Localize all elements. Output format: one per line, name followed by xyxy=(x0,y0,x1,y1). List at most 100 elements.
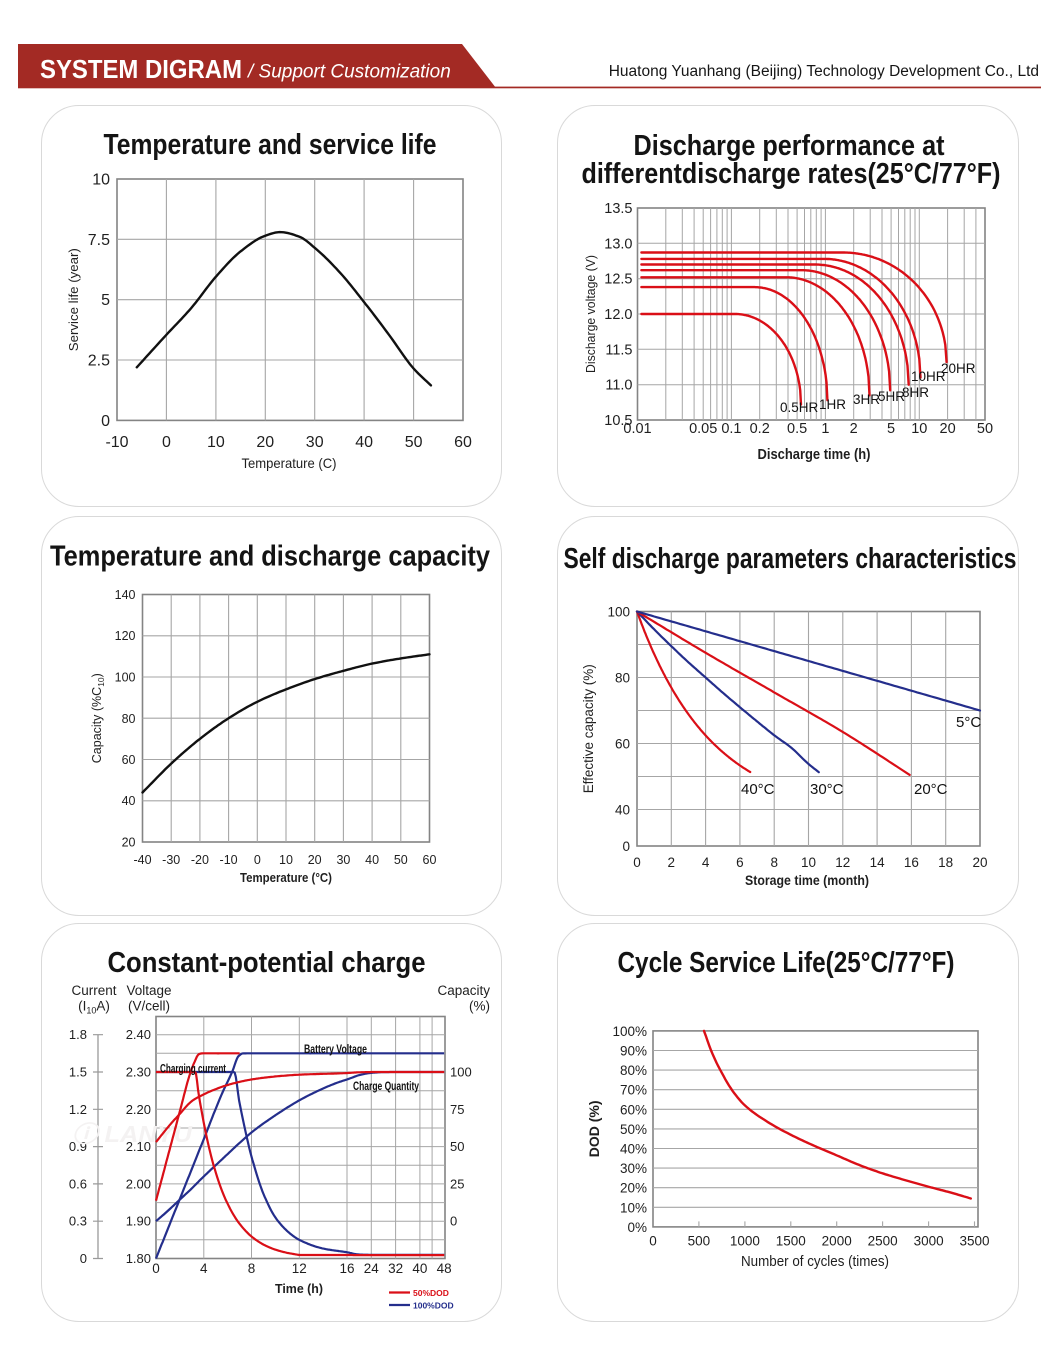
svg-text:10%: 10% xyxy=(620,1200,647,1215)
svg-text:500: 500 xyxy=(688,1234,711,1249)
svg-text:100%: 100% xyxy=(612,1024,647,1039)
svg-text:2: 2 xyxy=(850,421,858,437)
svg-text:50%DOD: 50%DOD xyxy=(413,1288,449,1298)
svg-text:Effective capacity (%): Effective capacity (%) xyxy=(581,664,596,793)
svg-text:2.30: 2.30 xyxy=(126,1065,151,1080)
svg-text:60: 60 xyxy=(454,434,472,451)
svg-text:12.0: 12.0 xyxy=(604,307,632,323)
svg-text:2.5: 2.5 xyxy=(88,353,110,370)
svg-text:3000: 3000 xyxy=(914,1234,944,1249)
svg-text:DOD (%): DOD (%) xyxy=(586,1101,602,1158)
svg-text:0: 0 xyxy=(152,1261,160,1276)
svg-text:1HR: 1HR xyxy=(819,397,846,412)
svg-text:0.3: 0.3 xyxy=(69,1214,87,1229)
svg-text:0: 0 xyxy=(450,1214,457,1229)
svg-text:7.5: 7.5 xyxy=(88,232,110,249)
svg-text:13.0: 13.0 xyxy=(604,236,632,252)
svg-text:-30: -30 xyxy=(162,853,180,867)
svg-text:Discharge time (h): Discharge time (h) xyxy=(758,447,871,463)
svg-text:75: 75 xyxy=(450,1102,464,1117)
svg-text:60: 60 xyxy=(122,753,136,767)
svg-text:1500: 1500 xyxy=(776,1234,806,1249)
svg-text:40°C: 40°C xyxy=(741,781,775,798)
svg-text:0.6: 0.6 xyxy=(69,1176,87,1191)
svg-text:Capacity (%C10): Capacity (%C10) xyxy=(90,673,106,763)
svg-text:0%: 0% xyxy=(627,1220,647,1235)
svg-text:1.90: 1.90 xyxy=(126,1214,151,1229)
svg-text:30: 30 xyxy=(336,853,350,867)
svg-text:50%: 50% xyxy=(620,1122,647,1137)
svg-text:0: 0 xyxy=(622,839,630,854)
svg-text:0: 0 xyxy=(254,853,261,867)
svg-text:Capacity: Capacity xyxy=(437,983,490,998)
svg-text:70%: 70% xyxy=(620,1083,647,1098)
svg-text:Charging current: Charging current xyxy=(160,1062,226,1076)
svg-text:0.05: 0.05 xyxy=(689,421,717,437)
svg-text:2000: 2000 xyxy=(822,1234,852,1249)
svg-text:100%DOD: 100%DOD xyxy=(413,1301,454,1311)
svg-text:80: 80 xyxy=(615,671,630,686)
svg-text:SYSTEM DIGRAM: SYSTEM DIGRAM xyxy=(40,54,242,84)
svg-text:5°C: 5°C xyxy=(956,714,981,731)
svg-text:Number of cycles (times): Number of cycles (times) xyxy=(741,1254,889,1270)
svg-text:(%): (%) xyxy=(469,999,490,1014)
svg-text:5: 5 xyxy=(101,292,110,309)
svg-text:differentdischarge rates(25°C/: differentdischarge rates(25°C/77°F) xyxy=(582,158,1001,190)
svg-text:Temperature (°C): Temperature (°C) xyxy=(240,871,332,885)
svg-text:10: 10 xyxy=(207,434,225,451)
svg-text:8: 8 xyxy=(770,855,778,870)
svg-text:8: 8 xyxy=(248,1261,256,1276)
svg-text:Temperature and service life: Temperature and service life xyxy=(104,129,437,161)
svg-text:4: 4 xyxy=(702,855,710,870)
svg-text:60: 60 xyxy=(615,737,630,752)
svg-text:48: 48 xyxy=(437,1261,452,1276)
svg-text:Charge Quantity: Charge Quantity xyxy=(353,1079,419,1093)
svg-text:-10: -10 xyxy=(105,434,128,451)
svg-text:Temperature (C): Temperature (C) xyxy=(242,455,337,471)
svg-text:25: 25 xyxy=(450,1176,464,1191)
svg-text:0: 0 xyxy=(633,855,641,870)
svg-text:Constant-potential charge: Constant-potential charge xyxy=(108,947,426,979)
svg-text:100: 100 xyxy=(450,1065,472,1080)
svg-text:40: 40 xyxy=(365,853,379,867)
svg-text:20: 20 xyxy=(256,434,274,451)
svg-text:0.9: 0.9 xyxy=(69,1139,87,1154)
svg-text:20HR: 20HR xyxy=(941,361,976,376)
svg-text:80%: 80% xyxy=(620,1063,647,1078)
svg-text:Discharge voltage (V): Discharge voltage (V) xyxy=(583,255,598,373)
svg-text:10: 10 xyxy=(801,855,816,870)
svg-text:140: 140 xyxy=(115,588,136,602)
svg-text:Battery Voltage: Battery Voltage xyxy=(304,1042,367,1056)
svg-text:2.00: 2.00 xyxy=(126,1176,151,1191)
svg-text:2.20: 2.20 xyxy=(126,1102,151,1117)
svg-text:40%: 40% xyxy=(620,1142,647,1157)
svg-text:90%: 90% xyxy=(620,1044,647,1059)
svg-text:0: 0 xyxy=(649,1234,657,1249)
svg-text:20: 20 xyxy=(122,836,136,850)
svg-text:32: 32 xyxy=(388,1261,403,1276)
svg-text:6: 6 xyxy=(736,855,744,870)
svg-text:40: 40 xyxy=(412,1261,427,1276)
svg-text:2500: 2500 xyxy=(868,1234,898,1249)
svg-text:60%: 60% xyxy=(620,1102,647,1117)
svg-text:50: 50 xyxy=(450,1139,464,1154)
svg-text:20°C: 20°C xyxy=(914,781,948,798)
svg-text:0.1: 0.1 xyxy=(721,421,741,437)
svg-text:13.5: 13.5 xyxy=(604,201,632,217)
svg-text:2.40: 2.40 xyxy=(126,1027,151,1042)
svg-text:30%: 30% xyxy=(620,1161,647,1176)
svg-text:20: 20 xyxy=(308,853,322,867)
svg-text:10HR: 10HR xyxy=(911,369,946,384)
svg-text:Service life (year): Service life (year) xyxy=(66,248,81,351)
svg-text:14: 14 xyxy=(870,855,886,870)
svg-text:50: 50 xyxy=(394,853,408,867)
svg-text:16: 16 xyxy=(339,1261,354,1276)
svg-text:4: 4 xyxy=(200,1261,208,1276)
svg-text:8HR: 8HR xyxy=(902,385,929,400)
svg-text:Self discharge parameters char: Self discharge parameters characteristic… xyxy=(564,543,1017,575)
svg-text:11.5: 11.5 xyxy=(605,342,632,358)
svg-text:1.5: 1.5 xyxy=(69,1065,87,1080)
svg-text:2: 2 xyxy=(668,855,676,870)
svg-text:0: 0 xyxy=(101,413,110,430)
svg-text:Cycle Service Life(25°C/77°F): Cycle Service Life(25°C/77°F) xyxy=(618,947,955,979)
